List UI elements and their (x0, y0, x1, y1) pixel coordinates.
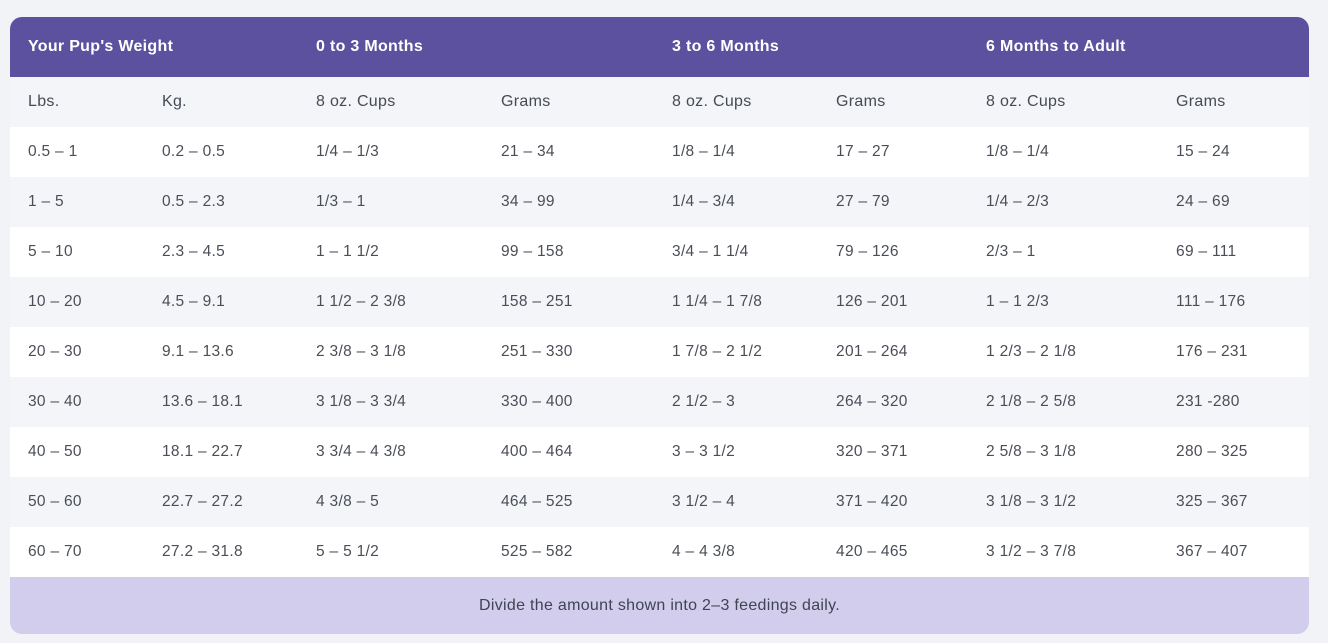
table-cell: 1/4 – 1/3 (298, 127, 484, 177)
table-cell: 330 – 400 (483, 377, 655, 427)
table-row: 20 – 30 9.1 – 13.6 2 3/8 – 3 1/8 251 – 3… (10, 327, 1309, 377)
table-cell: 1 – 1 1/2 (298, 227, 484, 277)
table-cell: 3 1/2 – 3 7/8 (968, 527, 1159, 577)
table-cell: 0.5 – 2.3 (144, 177, 299, 227)
table-row: 40 – 50 18.1 – 22.7 3 3/4 – 4 3/8 400 – … (10, 427, 1309, 477)
table-row: 60 – 70 27.2 – 31.8 5 – 5 1/2 525 – 582 … (10, 527, 1309, 577)
table-cell: 10 – 20 (10, 277, 144, 327)
table-cell: 20 – 30 (10, 327, 144, 377)
group-header-row: Your Pup's Weight 0 to 3 Months 3 to 6 M… (10, 17, 1309, 77)
table-cell: 3 3/4 – 4 3/8 (298, 427, 484, 477)
table-cell: 1 1/2 – 2 3/8 (298, 277, 484, 327)
table-cell: 15 – 24 (1158, 127, 1309, 177)
table-cell: 0.5 – 1 (10, 127, 144, 177)
feeding-chart-card: Your Pup's Weight 0 to 3 Months 3 to 6 M… (10, 17, 1309, 634)
feeding-chart-table: Your Pup's Weight 0 to 3 Months 3 to 6 M… (10, 17, 1309, 634)
table-cell: 325 – 367 (1158, 477, 1309, 527)
table-cell: 27.2 – 31.8 (144, 527, 299, 577)
table-cell: 79 – 126 (818, 227, 969, 277)
table-cell: 1 2/3 – 2 1/8 (968, 327, 1159, 377)
table-cell: 9.1 – 13.6 (144, 327, 299, 377)
table-cell: 1 – 5 (10, 177, 144, 227)
table-cell: 1/3 – 1 (298, 177, 484, 227)
table-cell: 27 – 79 (818, 177, 969, 227)
table-cell: 69 – 111 (1158, 227, 1309, 277)
table-row: 0.5 – 1 0.2 – 0.5 1/4 – 1/3 21 – 34 1/8 … (10, 127, 1309, 177)
column-header-grams-3-6: Grams (818, 77, 969, 127)
table-cell: 22.7 – 27.2 (144, 477, 299, 527)
table-cell: 3 1/8 – 3 1/2 (968, 477, 1159, 527)
table-cell: 2 5/8 – 3 1/8 (968, 427, 1159, 477)
footnote: Divide the amount shown into 2–3 feeding… (10, 577, 1309, 634)
table-cell: 2.3 – 4.5 (144, 227, 299, 277)
table-cell: 0.2 – 0.5 (144, 127, 299, 177)
table-cell: 231 -280 (1158, 377, 1309, 427)
table-cell: 420 – 465 (818, 527, 969, 577)
table-cell: 158 – 251 (483, 277, 655, 327)
table-cell: 280 – 325 (1158, 427, 1309, 477)
table-cell: 525 – 582 (483, 527, 655, 577)
table-cell: 201 – 264 (818, 327, 969, 377)
table-cell: 1 7/8 – 2 1/2 (654, 327, 819, 377)
column-header-grams-adult: Grams (1158, 77, 1309, 127)
table-cell: 111 – 176 (1158, 277, 1309, 327)
table-cell: 18.1 – 22.7 (144, 427, 299, 477)
table-row: 10 – 20 4.5 – 9.1 1 1/2 – 2 3/8 158 – 25… (10, 277, 1309, 327)
table-cell: 1/8 – 1/4 (968, 127, 1159, 177)
table-cell: 2/3 – 1 (968, 227, 1159, 277)
table-cell: 3 – 3 1/2 (654, 427, 819, 477)
table-cell: 5 – 5 1/2 (298, 527, 484, 577)
table-cell: 13.6 – 18.1 (144, 377, 299, 427)
column-header-cups-3-6: 8 oz. Cups (654, 77, 819, 127)
table-cell: 176 – 231 (1158, 327, 1309, 377)
group-header-6-months-to-adult: 6 Months to Adult (968, 17, 1309, 77)
table-cell: 2 3/8 – 3 1/8 (298, 327, 484, 377)
table-cell: 2 1/2 – 3 (654, 377, 819, 427)
column-header-lbs: Lbs. (10, 77, 144, 127)
table-cell: 1 1/4 – 1 7/8 (654, 277, 819, 327)
table-cell: 400 – 464 (483, 427, 655, 477)
table-cell: 464 – 525 (483, 477, 655, 527)
table-cell: 5 – 10 (10, 227, 144, 277)
table-cell: 1/8 – 1/4 (654, 127, 819, 177)
table-cell: 3 1/2 – 4 (654, 477, 819, 527)
column-header-grams-0-3: Grams (483, 77, 655, 127)
table-cell: 371 – 420 (818, 477, 969, 527)
table-cell: 24 – 69 (1158, 177, 1309, 227)
table-row: 5 – 10 2.3 – 4.5 1 – 1 1/2 99 – 158 3/4 … (10, 227, 1309, 277)
column-header-cups-adult: 8 oz. Cups (968, 77, 1159, 127)
table-row: 1 – 5 0.5 – 2.3 1/3 – 1 34 – 99 1/4 – 3/… (10, 177, 1309, 227)
table-cell: 264 – 320 (818, 377, 969, 427)
table-cell: 17 – 27 (818, 127, 969, 177)
table-cell: 60 – 70 (10, 527, 144, 577)
table-cell: 1/4 – 3/4 (654, 177, 819, 227)
footer-row: Divide the amount shown into 2–3 feeding… (10, 577, 1309, 634)
table-cell: 34 – 99 (483, 177, 655, 227)
table-cell: 99 – 158 (483, 227, 655, 277)
group-header-3-to-6-months: 3 to 6 Months (654, 17, 969, 77)
table-cell: 1/4 – 2/3 (968, 177, 1159, 227)
column-header-cups-0-3: 8 oz. Cups (298, 77, 484, 127)
table-cell: 4 – 4 3/8 (654, 527, 819, 577)
table-cell: 40 – 50 (10, 427, 144, 477)
table-cell: 251 – 330 (483, 327, 655, 377)
group-header-pup-weight: Your Pup's Weight (10, 17, 299, 77)
column-header-row: Lbs. Kg. 8 oz. Cups Grams 8 oz. Cups Gra… (10, 77, 1309, 127)
table-cell: 2 1/8 – 2 5/8 (968, 377, 1159, 427)
table-cell: 320 – 371 (818, 427, 969, 477)
table-cell: 1 – 1 2/3 (968, 277, 1159, 327)
table-cell: 30 – 40 (10, 377, 144, 427)
table-cell: 21 – 34 (483, 127, 655, 177)
table-cell: 50 – 60 (10, 477, 144, 527)
table-cell: 126 – 201 (818, 277, 969, 327)
table-cell: 367 – 407 (1158, 527, 1309, 577)
table-row: 30 – 40 13.6 – 18.1 3 1/8 – 3 3/4 330 – … (10, 377, 1309, 427)
table-cell: 4 3/8 – 5 (298, 477, 484, 527)
table-row: 50 – 60 22.7 – 27.2 4 3/8 – 5 464 – 525 … (10, 477, 1309, 527)
column-header-kg: Kg. (144, 77, 299, 127)
table-cell: 4.5 – 9.1 (144, 277, 299, 327)
group-header-0-to-3-months: 0 to 3 Months (298, 17, 655, 77)
table-cell: 3/4 – 1 1/4 (654, 227, 819, 277)
table-cell: 3 1/8 – 3 3/4 (298, 377, 484, 427)
